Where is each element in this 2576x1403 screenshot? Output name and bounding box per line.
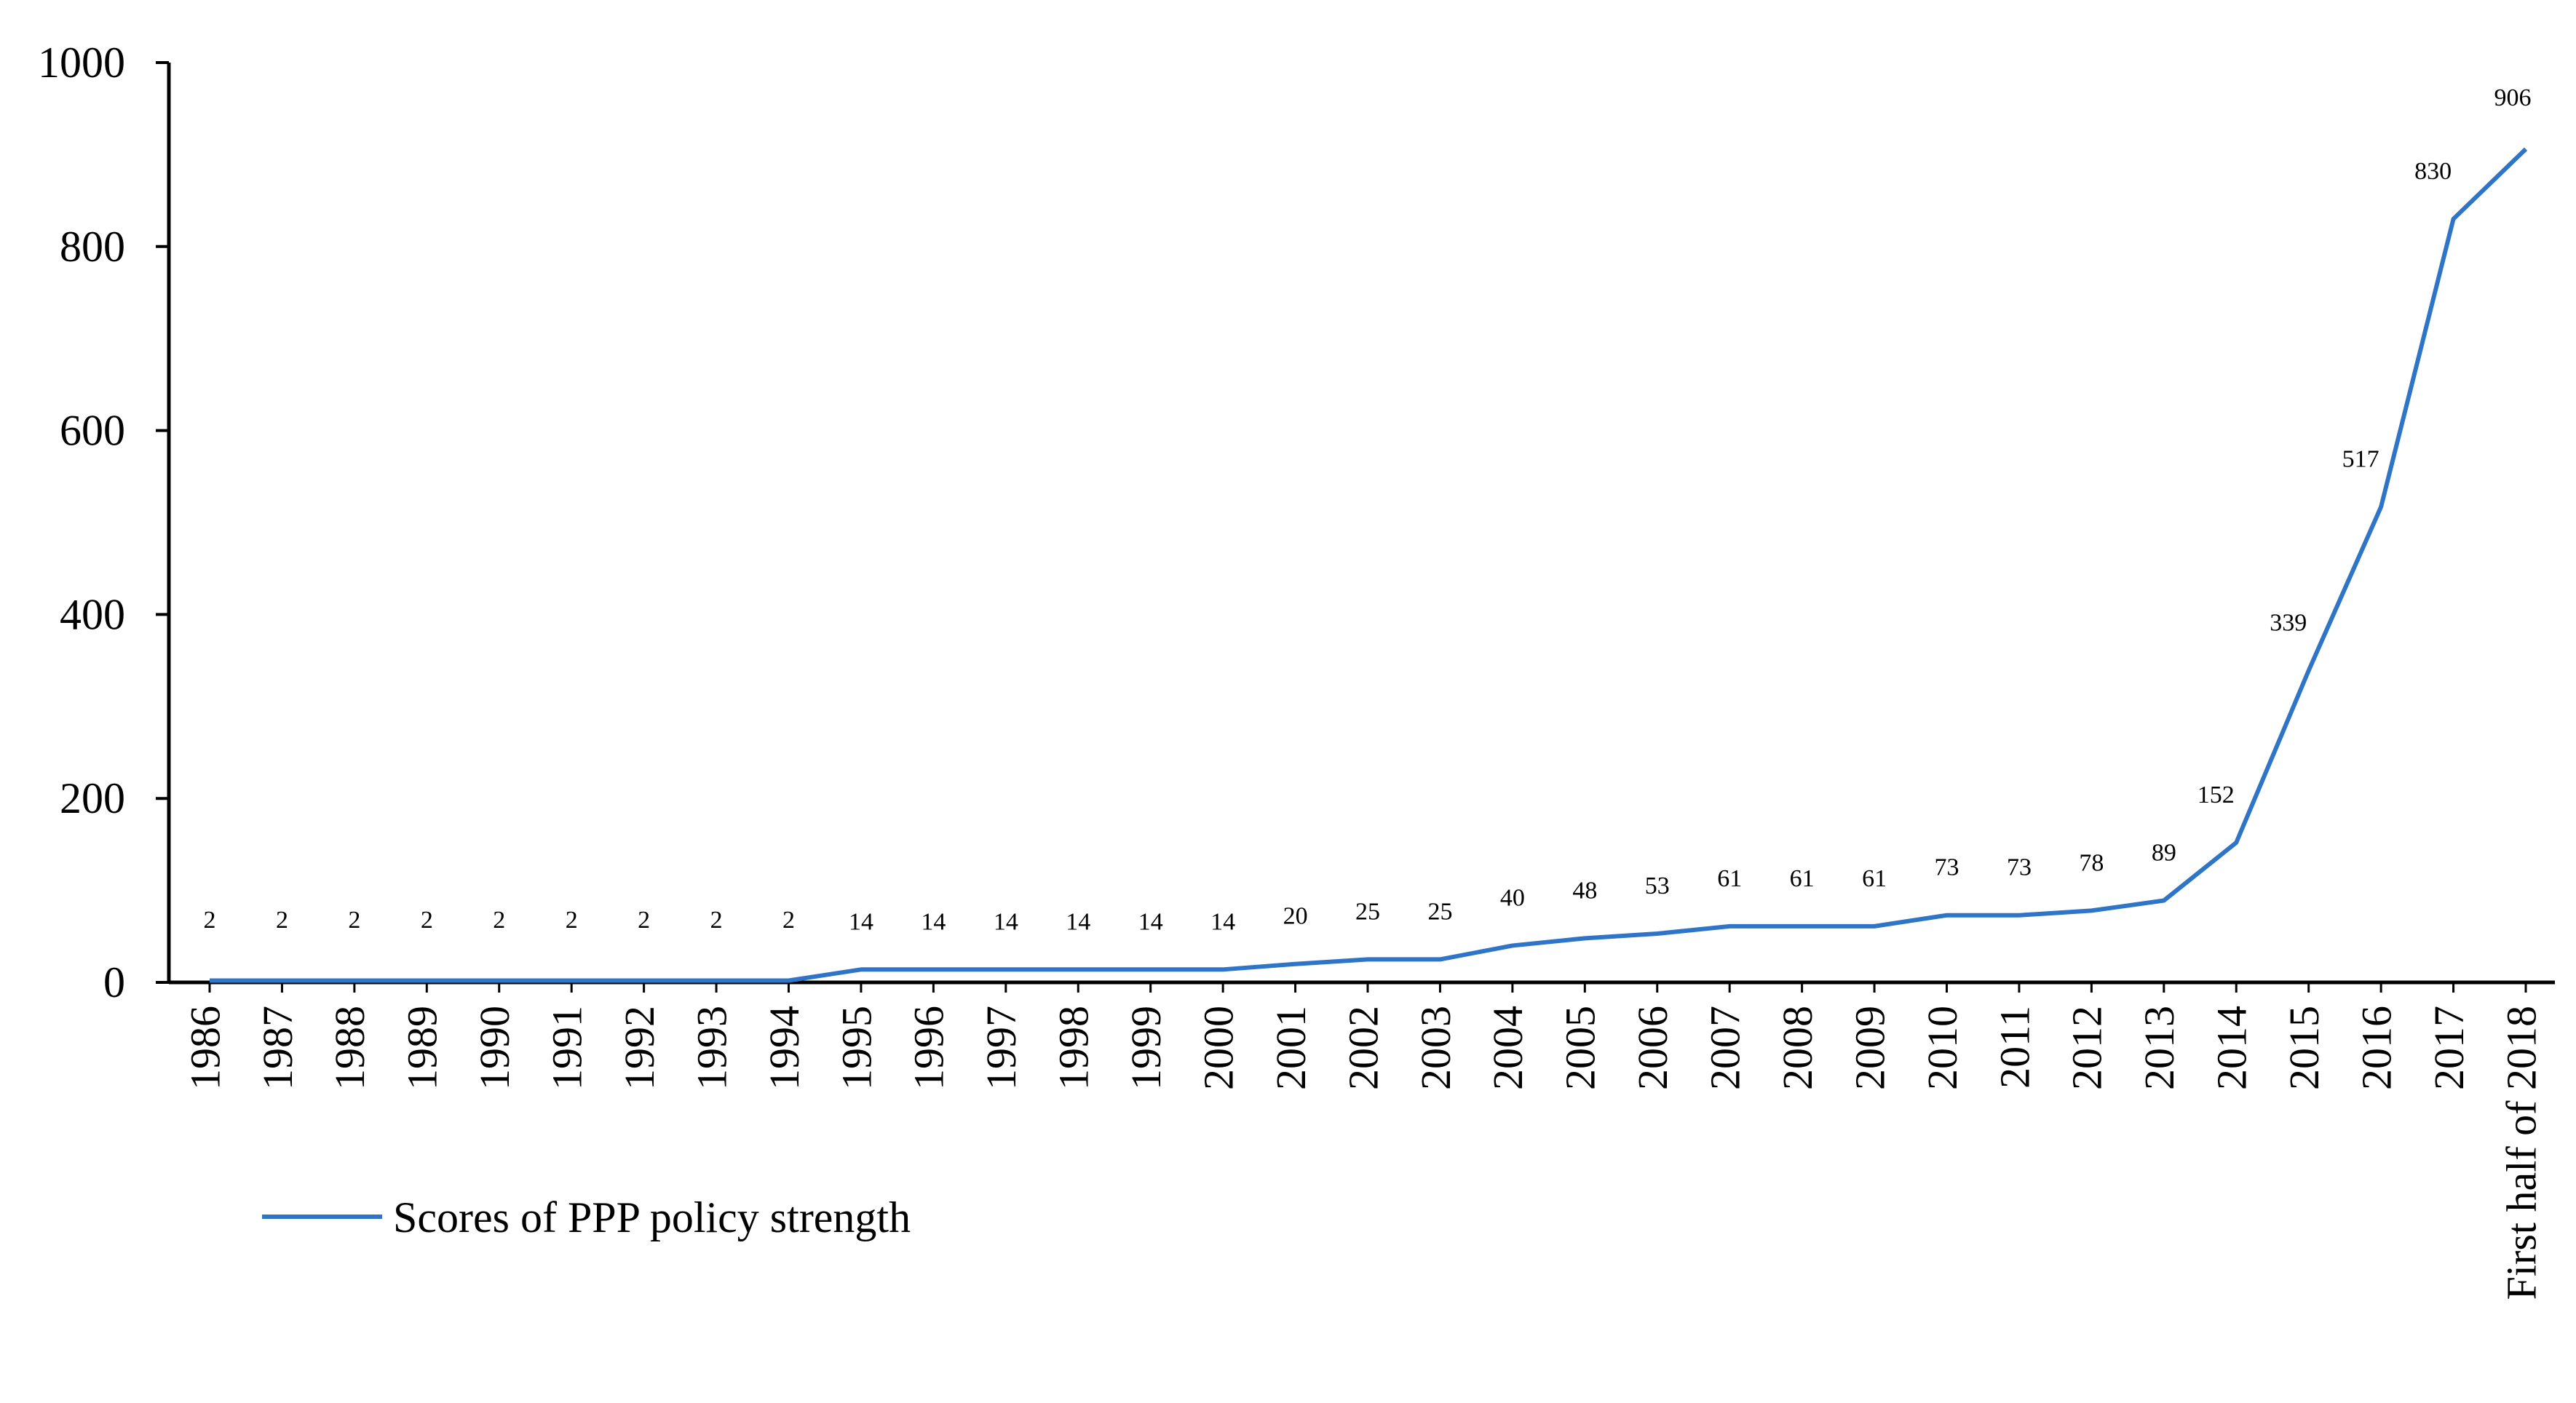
x-tick-label: 2013 xyxy=(2136,1006,2183,1090)
data-label: 2 xyxy=(421,907,433,934)
data-label: 2 xyxy=(348,907,360,934)
x-tick-label: 2005 xyxy=(1557,1006,1604,1090)
x-tick-label: 2014 xyxy=(2208,1006,2256,1090)
y-tick-label: 0 xyxy=(103,958,125,1006)
data-label: 2 xyxy=(204,907,216,934)
x-tick-label: 2003 xyxy=(1412,1006,1459,1090)
data-label: 14 xyxy=(1138,908,1163,935)
data-label: 40 xyxy=(1500,884,1525,911)
x-tick-label: 2009 xyxy=(1846,1006,1893,1090)
x-tick-label: 2001 xyxy=(1267,1006,1315,1090)
x-tick-label: 2000 xyxy=(1194,1006,1242,1090)
x-tick-label: 2008 xyxy=(1774,1006,1821,1090)
x-tick-label: 2017 xyxy=(2425,1006,2473,1090)
data-label: 20 xyxy=(1283,903,1308,930)
x-tick-label: 2004 xyxy=(1484,1006,1531,1090)
x-tick-label: 1995 xyxy=(833,1006,880,1090)
data-label: 2 xyxy=(276,907,288,934)
x-tick-label: 1993 xyxy=(688,1006,735,1090)
data-label: 61 xyxy=(1862,865,1887,892)
x-tick-label: 1996 xyxy=(905,1006,953,1090)
data-label: 73 xyxy=(1935,854,1959,881)
data-label: 2 xyxy=(710,907,723,934)
x-tick-label: 2016 xyxy=(2353,1006,2400,1090)
data-label: 14 xyxy=(849,908,873,935)
data-label: 25 xyxy=(1427,898,1452,925)
data-label: 73 xyxy=(2007,854,2032,881)
x-tick-label: 1994 xyxy=(761,1006,808,1090)
x-tick-label: 2010 xyxy=(1919,1006,1966,1090)
data-label: 61 xyxy=(1790,865,1815,892)
data-label: 14 xyxy=(994,908,1018,935)
data-label: 2 xyxy=(638,907,650,934)
data-label: 25 xyxy=(1355,898,1380,925)
x-tick-label: 2006 xyxy=(1629,1006,1676,1090)
y-tick-label: 1000 xyxy=(38,39,125,87)
data-label: 14 xyxy=(921,908,946,935)
x-tick-label: 1990 xyxy=(471,1006,518,1090)
y-tick-label: 600 xyxy=(60,407,125,455)
y-axis-ticks: 0 200 400 600 800 1000 xyxy=(38,39,169,1006)
data-label: 2 xyxy=(493,907,505,934)
x-tick-label: 1992 xyxy=(616,1006,663,1090)
data-label: 14 xyxy=(1066,908,1090,935)
data-label: 48 xyxy=(1572,877,1597,904)
data-label: 517 xyxy=(2342,446,2379,473)
data-label: 2 xyxy=(782,907,795,934)
x-tick-label: 1986 xyxy=(181,1006,229,1090)
x-tick-label: 1998 xyxy=(1050,1006,1098,1090)
data-label: 906 xyxy=(2494,84,2532,111)
x-tick-label: 1991 xyxy=(544,1006,591,1090)
x-tick-label: 1988 xyxy=(326,1006,373,1090)
legend-label: Scores of PPP policy strength xyxy=(393,1193,911,1241)
data-label: 2 xyxy=(566,907,578,934)
x-tick-label: 2002 xyxy=(1339,1006,1387,1090)
data-label: 78 xyxy=(2079,849,2104,876)
data-label: 830 xyxy=(2414,158,2452,185)
x-tick-label: 2007 xyxy=(1702,1006,1749,1090)
y-tick-label: 400 xyxy=(60,590,125,638)
data-label: 53 xyxy=(1645,873,1670,899)
data-label: 61 xyxy=(1717,865,1742,892)
data-labels: 2 2 2 2 2 2 2 2 2 14 14 14 14 14 14 20 25 25 40 48 53 61 61 61 7… xyxy=(204,84,2532,935)
x-tick-label: 2015 xyxy=(2280,1006,2328,1090)
x-tick-label: First half of 2018 xyxy=(2497,1006,2545,1300)
x-tick-label: 1989 xyxy=(399,1006,446,1090)
y-tick-label: 800 xyxy=(60,223,125,271)
series-line-ppp-policy-strength xyxy=(210,147,2528,983)
legend: Scores of PPP policy strength xyxy=(262,1193,911,1241)
x-tick-label: 1987 xyxy=(254,1006,301,1090)
x-tick-label: 2011 xyxy=(1991,1006,2038,1089)
x-tick-label: 2012 xyxy=(2064,1006,2111,1090)
data-label: 14 xyxy=(1210,908,1235,935)
data-label: 89 xyxy=(2152,840,2176,867)
x-tick-label: 1997 xyxy=(978,1006,1025,1090)
x-axis-ticks: 1986 1987 1988 1989 1990 1991 1992 1993 1994 1995… xyxy=(181,982,2545,1300)
x-tick-label: 1999 xyxy=(1122,1006,1170,1090)
y-tick-label: 200 xyxy=(60,774,125,822)
data-label: 152 xyxy=(2197,782,2235,808)
data-label: 339 xyxy=(2270,610,2307,637)
